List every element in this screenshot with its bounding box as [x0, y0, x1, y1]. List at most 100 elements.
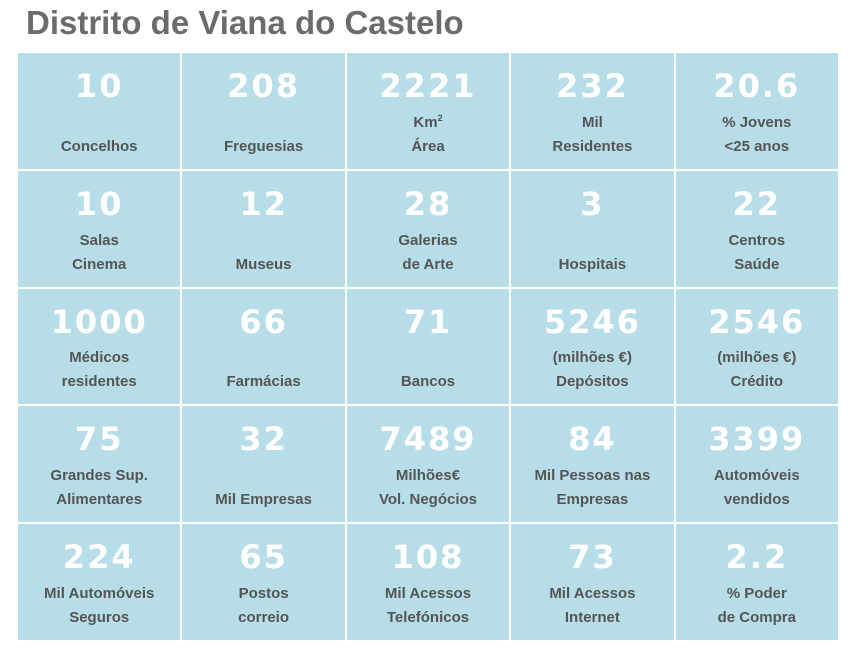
stat-label-text: % Jovens	[722, 113, 792, 131]
stat-value: 208	[227, 67, 300, 105]
stat-label-text: Grandes Sup.	[50, 467, 148, 485]
stat-label-text: residentes	[61, 373, 137, 391]
stat-label-text: Mil Acessos	[384, 585, 472, 602]
stat-label-text: Empresas	[556, 491, 629, 509]
stat-value: 3399	[708, 420, 806, 459]
stat-label: Bancos	[347, 370, 509, 394]
stat-cell: 5246 (milhões €) Depósitos	[511, 288, 674, 405]
stat-cell: 10 Concelhos	[18, 53, 181, 169]
stat-label-text: Centros	[728, 231, 786, 249]
stat-label: Médicos residentes	[18, 346, 180, 394]
stat-cell: 3399 Automóveis vendidos	[675, 406, 838, 523]
stat-label-line: Residentes	[511, 135, 673, 159]
stat-label: Mil Empresas	[182, 488, 344, 512]
stat-label-text: Bancos	[400, 373, 456, 391]
stat-label-text: Mil Empresas	[215, 491, 312, 509]
stat-value: 3	[580, 184, 605, 223]
stat-label-text: <25 anos	[724, 137, 790, 155]
stat-label: Mil Acessos Internet	[511, 582, 673, 630]
stat-cell: 65 Postos correio	[182, 524, 345, 640]
stat-value: 7489	[379, 420, 477, 459]
stat-label-text: vendidos	[723, 491, 790, 509]
stat-label-line: <25 anos	[676, 135, 838, 159]
stat-label-text: Postos	[238, 585, 289, 602]
stat-label-line: Salas	[18, 229, 180, 253]
stat-label-line: (milhões €)	[676, 346, 838, 370]
stat-cell: 208 Freguesias	[182, 53, 345, 169]
stat-label-line: Concelhos	[18, 135, 180, 159]
stat-cell: 32 Mil Empresas	[182, 406, 345, 523]
stat-label: % Jovens <25 anos	[676, 111, 838, 159]
stat-label-text: Km	[413, 113, 438, 131]
stat-label-text: Residentes	[552, 137, 633, 155]
stat-value: 108	[391, 538, 465, 577]
stat-value: 12	[239, 184, 288, 223]
stat-value: 2.2	[725, 538, 789, 577]
stat-label-line: Crédito	[676, 370, 838, 394]
stat-label-text: Mil Acessos	[549, 585, 636, 602]
stat-label-line: Mil Acessos	[347, 582, 509, 606]
stat-label-line: Telefónicos	[347, 606, 509, 630]
stat-label-text: Médicos	[69, 349, 130, 367]
stat-value: 224	[62, 538, 136, 577]
stat-cell: 73 Mil Acessos Internet	[511, 524, 674, 640]
stat-label-text: Depósitos	[556, 373, 629, 391]
stat-label-text: (milhões €)	[717, 349, 797, 367]
stat-value: 10	[74, 67, 124, 105]
stat-label: Milhões€ Vol. Negócios	[347, 464, 509, 512]
stat-label-text: Farmácias	[226, 373, 301, 391]
stat-label-text: Concelhos	[60, 137, 138, 155]
stat-label-line: Depósitos	[511, 370, 673, 394]
stat-value: 2221	[379, 67, 477, 105]
stat-cell: 75 Grandes Sup. Alimentares	[18, 406, 181, 523]
stat-label: Km2 Área	[347, 111, 509, 159]
stat-label-text: de Arte	[402, 255, 454, 273]
stat-value: 32	[239, 420, 288, 459]
stat-label-text: Salas	[79, 231, 119, 249]
stat-label-line: Postos	[182, 582, 344, 606]
stat-label-line: Automóveis	[676, 464, 838, 488]
stat-label-line: Internet	[511, 606, 673, 630]
stat-label-line: correio	[182, 606, 344, 630]
stat-label-line: vendidos	[676, 488, 838, 512]
stat-label-text: Mil Automóveis	[44, 585, 155, 602]
stat-label-line: Museus	[182, 253, 344, 277]
stat-label-text: correio	[238, 609, 290, 626]
stat-label-line: Alimentares	[18, 488, 180, 512]
stat-label-text: Crédito	[730, 373, 784, 391]
stat-value: 22	[732, 184, 782, 223]
stat-label-text: Alimentares	[56, 491, 143, 509]
stat-value: 1000	[50, 302, 148, 341]
stat-label-text: Vol. Negócios	[378, 491, 478, 509]
stat-label-text: Cinema	[72, 255, 127, 273]
stat-label-line: Galerias	[347, 229, 509, 253]
stat-label-line: % Jovens	[676, 111, 838, 135]
stat-label-line: Seguros	[18, 606, 180, 630]
stat-label: Concelhos	[18, 135, 180, 159]
stat-label-line: (milhões €)	[511, 346, 673, 370]
stat-label: Automóveis vendidos	[676, 464, 838, 512]
stat-cell: 3 Hospitais	[511, 170, 674, 287]
stat-value: 71	[403, 302, 453, 341]
stat-label-line: de Compra	[676, 606, 838, 630]
stat-label-line: Cinema	[18, 253, 180, 277]
stat-cell: 232 Mil Residentes	[511, 53, 674, 169]
stat-label: Mil Residentes	[511, 111, 673, 159]
stat-label: (milhões €) Crédito	[676, 346, 838, 394]
stat-label-line: Farmácias	[182, 370, 344, 394]
stat-label-text: Galerias	[398, 231, 458, 249]
stat-label-line: Km2	[347, 111, 509, 135]
stat-cell: 2.2 % Poder de Compra	[675, 524, 838, 640]
page-title: Distrito de Viana do Castelo	[26, 4, 464, 41]
stat-cell: 12 Museus	[182, 170, 345, 287]
stat-label: (milhões €) Depósitos	[511, 346, 673, 394]
stat-value: 232	[555, 67, 629, 105]
stat-label-text: Seguros	[69, 609, 130, 626]
stat-label: Grandes Sup. Alimentares	[18, 464, 180, 512]
stat-label-text: % Poder	[726, 585, 787, 602]
stat-cell: 20.6 % Jovens <25 anos	[675, 53, 838, 169]
stat-label-text: Mil Pessoas nas	[534, 467, 651, 485]
superscript: 2	[437, 112, 443, 123]
stat-label-text: Automóveis	[713, 467, 800, 485]
stat-label: Mil Automóveis Seguros	[18, 582, 180, 630]
